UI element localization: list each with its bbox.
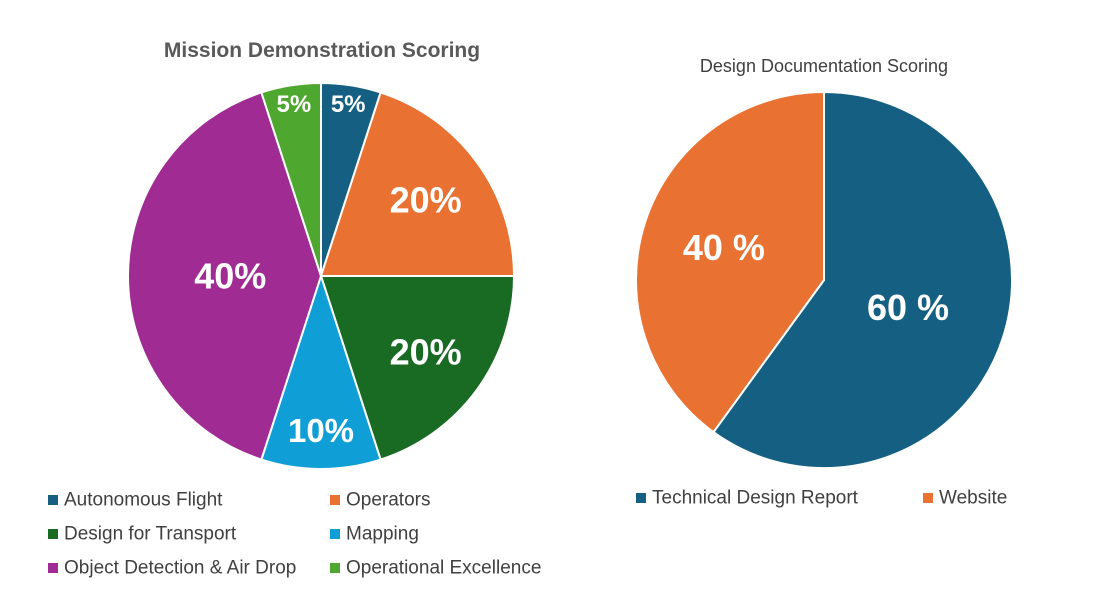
chart-1-data-label-design-for-transport: 20% [390,332,462,373]
chart-2-data-label-technical-design-report: 60 % [867,287,949,328]
chart-1-legend-label: Autonomous Flight [64,490,223,511]
chart-1-legend-item-design-for-transport: Design for Transport [48,524,237,545]
chart-1-legend-item-object-detection-and-air-drop: Object Detection & Air Drop [48,558,296,579]
chart-2-pie [635,90,1013,469]
chart-1-legend-item-operational-excellence: Operational Excellence [330,558,541,579]
chart-1-legend-swatch [48,563,58,573]
chart-1-legend-label: Design for Transport [64,524,237,545]
chart-1-legend-swatch [330,495,340,505]
chart-1-legend-swatch [48,495,58,505]
chart-2-legend-label: Technical Design Report [652,488,859,509]
chart-1-slice-object-detection-and-air-drop [127,91,323,461]
chart-1-legend-label: Operational Excellence [346,558,541,579]
chart-1-legend-swatch [48,529,58,539]
chart-2-legend-swatch [923,493,933,503]
chart-1-legend-item-mapping: Mapping [330,524,419,545]
chart-2-slice-technical-design-report [712,90,1013,469]
chart-1-legend-item-operators: Operators [330,490,430,511]
chart-2-data-labels: 60 % 40 % [683,227,949,328]
chart-2-legend: Technical Design Report Website [636,488,1007,509]
chart-1-title: Mission Demonstration Scoring [164,39,480,62]
chart-2-legend-label: Website [939,488,1007,509]
chart-1-legend-label: Operators [346,490,430,511]
chart-1-slice-design-for-transport [319,275,516,461]
chart-2-legend-item-website: Website [923,488,1007,509]
chart-2-legend-swatch [636,493,646,503]
chart-1-legend-label: Object Detection & Air Drop [64,558,296,579]
chart-1-legend-item-autonomous-flight: Autonomous Flight [48,490,223,511]
chart-1-pie [127,81,516,470]
chart-1-legend-swatch [330,563,340,573]
chart-1-data-label-autonomous-flight: 5% [331,91,366,118]
chart-1-slice-operators [319,91,516,277]
chart-1-legend-label: Mapping [346,524,419,545]
chart-1-data-labels: 5% 20% 20% 10% 40% 5% [194,91,461,449]
chart-2-slice-website [635,90,825,434]
chart-2-data-label-website: 40 % [683,227,765,268]
chart-1-legend: Autonomous Flight Operators Design for Tra… [48,490,541,579]
chart-1-slice-operational-excellence [260,81,322,277]
chart-2-title: Design Documentation Scoring [700,56,948,76]
chart-1-slice-mapping [260,272,382,470]
chart-2-legend-item-technical-design-report: Technical Design Report [636,488,859,509]
chart-1-data-label-operational-excellence: 5% [276,91,311,118]
chart-1-data-label-operators: 20% [390,179,462,220]
chart-1-data-label-object-detection-and-air-drop: 40% [194,256,266,297]
chart-1-data-label-mapping: 10% [288,412,354,449]
chart-1-legend-swatch [330,529,340,539]
